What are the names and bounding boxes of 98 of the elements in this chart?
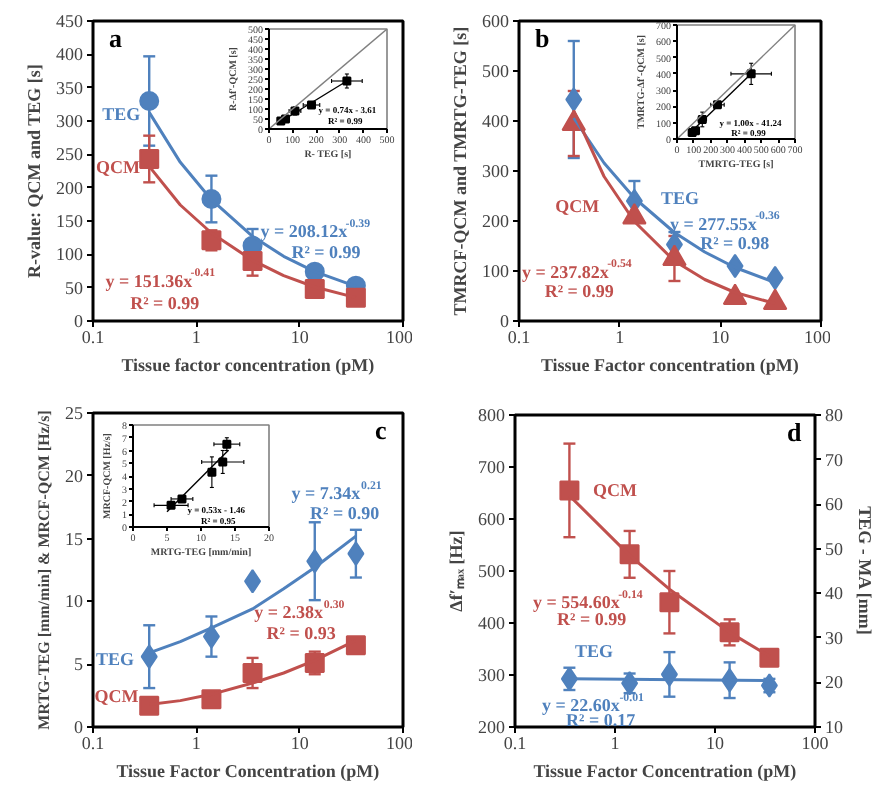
y-tick-label: 400	[478, 613, 506, 633]
y-tick-label: 25	[65, 403, 84, 423]
y-tick-label: 0	[500, 311, 510, 331]
y-tick-label: 350	[56, 77, 84, 98]
x-tick-label: 0.1	[507, 327, 531, 347]
y-tick-label: 700	[478, 457, 506, 477]
y-tick-label: 250	[56, 144, 84, 165]
annotation: R² = 0.99	[291, 242, 362, 262]
y2-tick-label: 20	[825, 672, 844, 693]
annotation: QCM	[555, 195, 601, 216]
y-tick-label: 5	[74, 654, 84, 675]
x-tick-label: 0.1	[503, 733, 527, 753]
annotation: R² = 0.99	[130, 293, 201, 313]
y-tick-label: 0	[74, 717, 84, 737]
annotation: QCM	[593, 479, 638, 500]
point	[762, 288, 788, 310]
chart-title: b	[535, 23, 550, 53]
chart-title: c	[375, 415, 387, 445]
y-tick-label: 0	[74, 311, 84, 331]
y2-axis-title: TEG - MA [mm]	[855, 506, 875, 635]
y-tick-label: 500	[478, 561, 506, 581]
annotation: TEG	[575, 640, 614, 661]
annotation: R² = 0.98	[700, 233, 771, 253]
y2-tick-label: 40	[825, 583, 844, 604]
point	[565, 87, 583, 112]
x-tick-label: 0.1	[81, 733, 105, 753]
y2-tick-label: 50	[825, 538, 844, 559]
x-tick-label: 1	[191, 327, 201, 347]
x-tick-label: 0.1	[81, 327, 105, 347]
x-axis-title: Tissue Factor concentration (pM)	[540, 355, 799, 375]
x-tick-label: 100	[386, 327, 414, 347]
x-tick-label: 1	[191, 733, 201, 753]
x-axis-title: Tissue Factor Concentration (pM)	[533, 761, 797, 781]
x-tick-label: 10	[711, 327, 731, 347]
y-tick-label: 50	[65, 277, 84, 298]
point	[347, 541, 365, 566]
y-tick-label: 800	[478, 405, 506, 425]
y-axis-title: TMRCF-QCM and TMRTG-TEG [s]	[450, 26, 470, 316]
annotation: TEG	[102, 104, 141, 124]
y-tick-label: 150	[56, 211, 84, 231]
annotation: QCM	[94, 685, 140, 706]
y2-tick-label: 70	[825, 449, 844, 470]
x-axis-title: Tissue factor concentration (pM)	[121, 355, 375, 375]
y-tick-label: 300	[56, 111, 84, 131]
annotation: R² = 0.93	[266, 622, 337, 643]
annotation: R² = 0.90	[310, 503, 381, 524]
point	[242, 662, 263, 683]
x-tick-label: 100	[804, 327, 832, 347]
point	[139, 149, 160, 169]
y-tick-label: 100	[56, 244, 84, 265]
y-tick-label: 10	[65, 591, 84, 612]
point	[218, 457, 228, 467]
x-tick-label: 100	[801, 733, 830, 753]
y-tick-label: 600	[478, 509, 506, 529]
annotation: TEG	[660, 188, 699, 208]
point	[140, 644, 158, 669]
point	[759, 647, 780, 668]
y-tick-label: 200	[56, 177, 84, 198]
annotation: R² = 0.17	[566, 710, 637, 731]
y-axis-title: Δf′ₘₐₓ [Hz]	[446, 530, 466, 612]
x-tick-label: 1	[615, 327, 625, 347]
y-axis-title: MRTG-TEG [mm/min] & MRCF-QCM [Hz/s]	[35, 409, 53, 730]
y-tick-label: 450	[56, 11, 84, 31]
x-tick-label: 10	[706, 733, 725, 753]
y-tick-label: 400	[482, 111, 510, 131]
annotation: QCM	[96, 156, 142, 177]
y-tick-label: 400	[56, 44, 84, 65]
point	[244, 569, 262, 594]
y-tick-label: 20	[65, 465, 84, 486]
y2-tick-label: 60	[825, 494, 844, 515]
y-tick-label: 600	[482, 11, 510, 31]
point	[345, 635, 366, 656]
chart-title: a	[109, 23, 123, 53]
point	[139, 695, 160, 716]
chart-title: d	[787, 417, 803, 447]
point	[559, 480, 580, 501]
y-tick-label: 300	[478, 665, 506, 685]
y2-tick-label: 80	[825, 405, 844, 425]
y-axis-title: R-value: QCM and TEG [s]	[24, 64, 44, 278]
y-tick-label: 500	[482, 61, 510, 81]
annotation: R² = 0.99	[544, 281, 615, 301]
x-tick-label: 1	[610, 733, 620, 753]
y-tick-label: 300	[482, 161, 510, 181]
x-tick-label: 10	[290, 327, 310, 347]
point	[207, 467, 217, 477]
point	[139, 91, 160, 111]
annotation: R² = 0.99	[557, 609, 628, 630]
y-tick-label: 200	[478, 717, 506, 737]
point	[345, 287, 366, 308]
y2-tick-label: 30	[825, 627, 844, 648]
annotation: TEG	[96, 649, 135, 670]
y-tick-label: 100	[482, 261, 510, 281]
x-tick-label: 100	[386, 733, 414, 753]
point	[659, 592, 680, 613]
x-axis-title: Tissue Factor Concentration (pM)	[116, 761, 380, 781]
x-tick-label: 10	[290, 733, 310, 753]
y2-tick-label: 10	[825, 717, 844, 737]
y-tick-label: 200	[482, 211, 510, 231]
